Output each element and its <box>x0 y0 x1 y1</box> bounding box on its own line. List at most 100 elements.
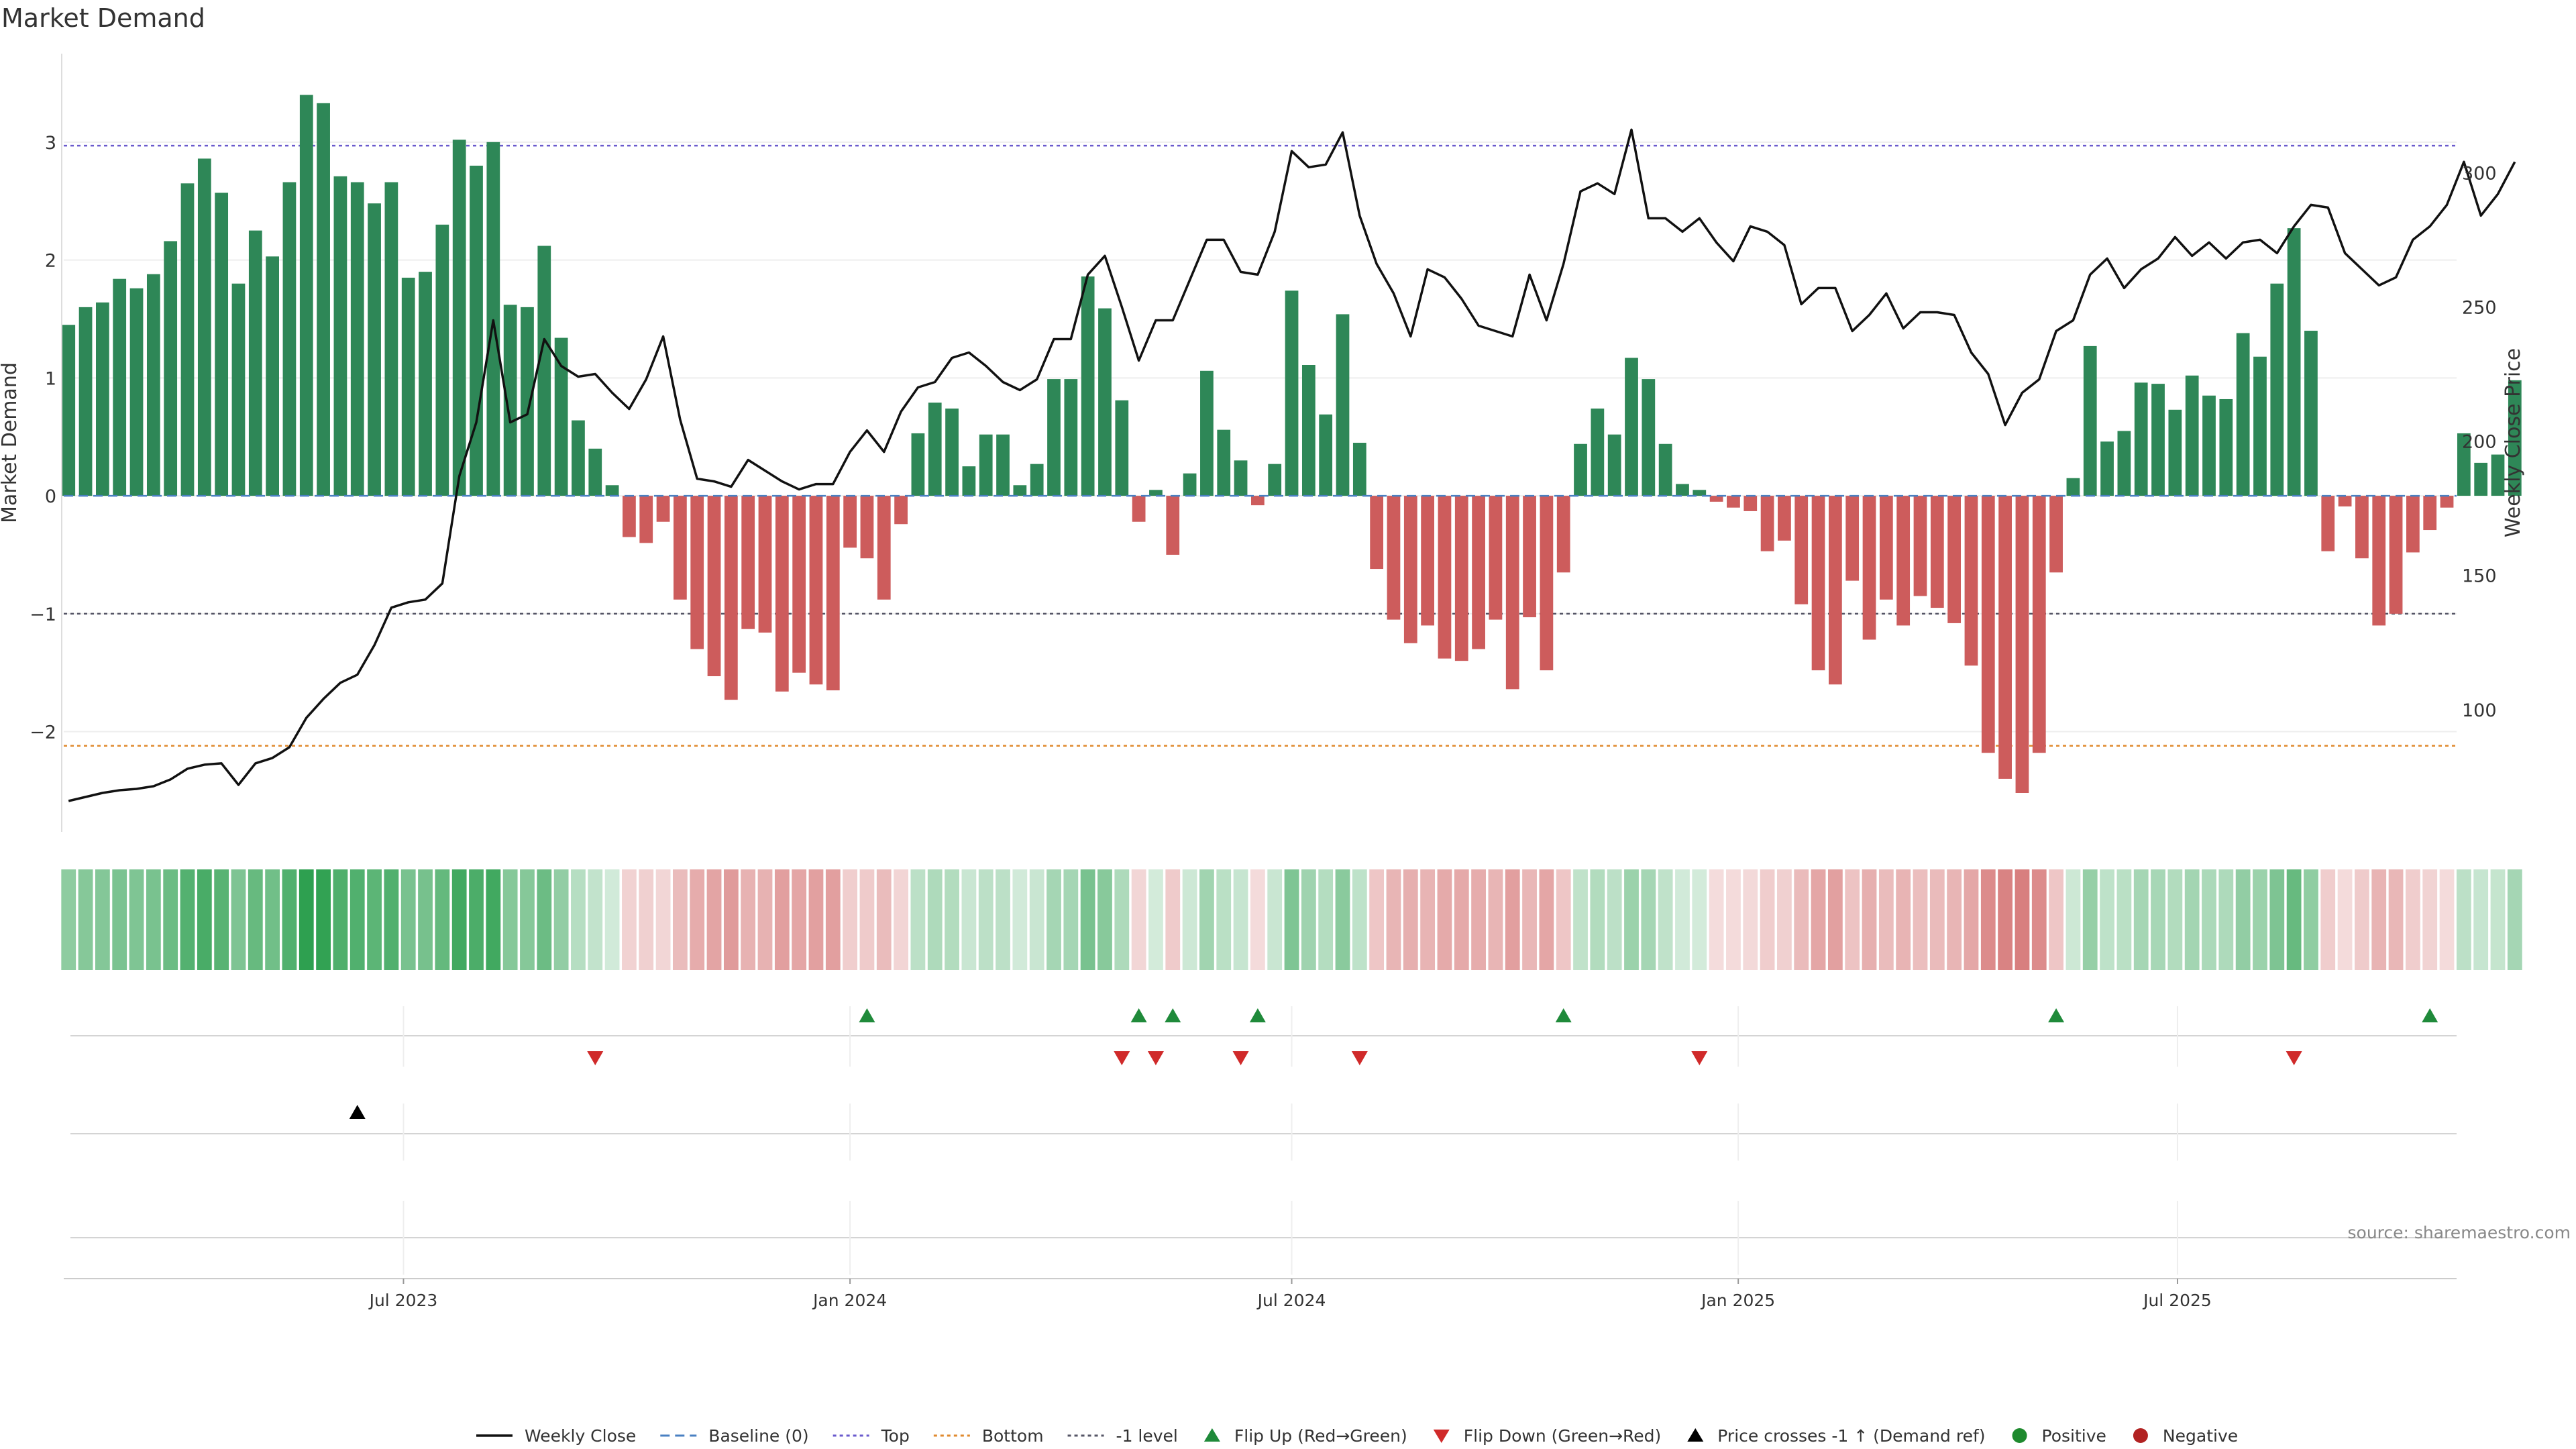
demand-bar <box>113 278 127 496</box>
demand-bar <box>1591 409 1605 496</box>
heat-cell <box>282 869 297 970</box>
demand-bar <box>1149 490 1163 496</box>
heat-cell <box>996 869 1010 970</box>
demand-bar <box>1574 443 1587 496</box>
demand-bar <box>996 434 1010 496</box>
demand-bar <box>1760 496 1774 551</box>
legend-label: Top <box>881 1426 910 1446</box>
heat-cell <box>469 869 484 970</box>
heat-cell <box>367 869 382 970</box>
y2-tick-label: 100 <box>2462 700 2497 721</box>
demand-bar <box>2321 496 2335 551</box>
y-tick-label: 0 <box>45 486 56 507</box>
heat-cell <box>1794 869 1809 970</box>
demand-bar <box>1727 496 1740 508</box>
demand-bar <box>2457 433 2471 496</box>
legend-marker <box>1433 1430 1450 1443</box>
demand-bar <box>1913 496 1927 596</box>
demand-bar <box>350 182 364 496</box>
heat-cell <box>690 869 705 970</box>
demand-bar <box>945 409 959 496</box>
demand-bar <box>1268 464 1282 496</box>
y-tick-label: 1 <box>45 368 56 389</box>
demand-bar <box>1811 496 1825 671</box>
heat-cell <box>1403 869 1418 970</box>
heat-cell <box>1980 869 1996 970</box>
y2-axis-label: Weekly Close Price <box>2502 348 2525 537</box>
flip-down-marker <box>1147 1051 1164 1065</box>
demand-bar <box>248 230 262 496</box>
demand-bar <box>605 485 619 496</box>
heat-cell <box>2253 869 2267 970</box>
heat-cell <box>418 869 433 970</box>
demand-bar <box>1336 314 1350 496</box>
heat-cell <box>537 869 552 970</box>
flip-down-marker <box>1114 1051 1130 1065</box>
demand-bar <box>1625 358 1638 496</box>
demand-bar <box>1081 276 1095 496</box>
demand-bar <box>215 193 229 496</box>
heat-cell <box>2439 869 2455 970</box>
heat-cell <box>1607 869 1622 970</box>
flip-up-marker <box>1165 1008 1181 1022</box>
heat-cell <box>520 869 535 970</box>
heat-cell <box>2082 869 2098 970</box>
demand-bar <box>1285 290 1299 496</box>
legend-label: Negative <box>2163 1426 2238 1446</box>
demand-bar <box>775 496 789 692</box>
demand-bar <box>1064 379 1078 496</box>
demand-bar <box>1998 496 2012 779</box>
demand-bar <box>843 496 857 548</box>
heat-cell <box>808 869 824 970</box>
heat-cell <box>214 869 229 970</box>
heat-cell <box>248 869 263 970</box>
heat-cell <box>1913 869 1928 970</box>
legend-label: -1 level <box>1116 1426 1178 1446</box>
heat-cell <box>1318 869 1334 970</box>
heat-cell <box>706 869 722 970</box>
heat-cell <box>1250 869 1265 970</box>
demand-bar <box>1607 434 1621 496</box>
demand-bar <box>2202 395 2216 496</box>
heat-cell <box>1216 869 1232 970</box>
heat-cell <box>2218 869 2234 970</box>
heat-cell <box>1267 869 1283 970</box>
demand-bar <box>2117 431 2131 496</box>
demand-bar <box>962 466 976 496</box>
demand-bar <box>2185 375 2199 496</box>
price-cross-marker <box>349 1105 366 1119</box>
heat-cell <box>78 869 93 970</box>
heat-cell <box>1743 869 1758 970</box>
demand-bar <box>452 140 466 496</box>
heat-cell <box>1165 869 1181 970</box>
demand-bar <box>537 246 551 496</box>
demand-bar <box>826 496 840 691</box>
heat-cell <box>1114 869 1130 970</box>
demand-bar <box>2304 331 2318 496</box>
demand-bar <box>2168 409 2182 496</box>
flip-up-marker <box>1249 1008 1266 1022</box>
heat-cell <box>1284 869 1299 970</box>
demand-bar <box>2491 454 2505 496</box>
heat-cell <box>1352 869 1367 970</box>
flip-down-marker <box>1232 1051 1249 1065</box>
heat-cell <box>2304 869 2318 970</box>
demand-bar <box>690 496 704 649</box>
legend-label: Positive <box>2042 1426 2106 1446</box>
heat-cell <box>2388 869 2404 970</box>
heat-cell <box>1827 869 1843 970</box>
heat-cell <box>1131 869 1146 970</box>
y-tick-label: 2 <box>45 251 56 272</box>
demand-bar <box>146 274 160 496</box>
heat-cell <box>1335 869 1350 970</box>
heat-cell <box>2337 869 2353 970</box>
heat-cell <box>604 869 620 970</box>
demand-bar <box>2508 380 2522 496</box>
y2-tick-label: 200 <box>2462 432 2497 453</box>
heat-cell <box>843 869 858 970</box>
heat-cell <box>112 869 127 970</box>
heat-cell <box>672 869 688 970</box>
demand-bar <box>1505 496 1519 690</box>
